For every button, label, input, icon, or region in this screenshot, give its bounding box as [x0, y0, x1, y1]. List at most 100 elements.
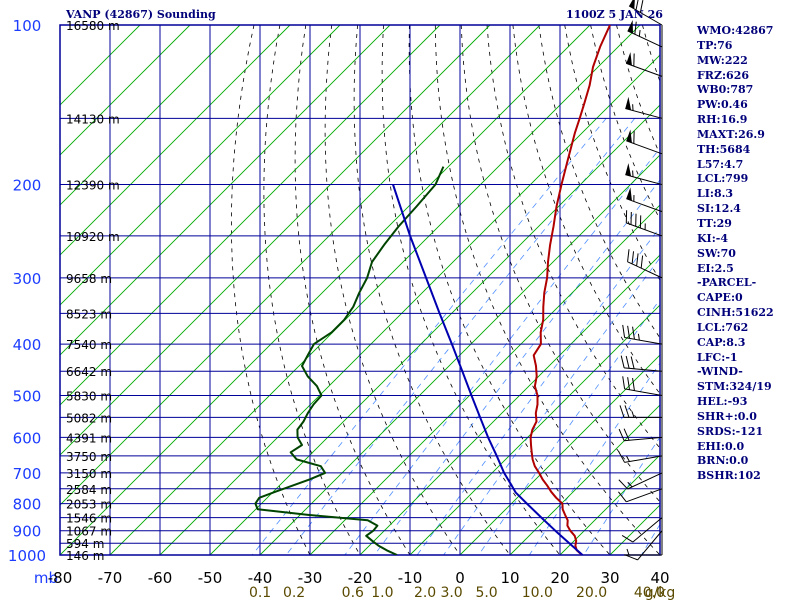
mixing-ratio-tick-label: 0.6 [342, 585, 364, 600]
background-lines [0, 25, 800, 555]
wind-barb [626, 52, 662, 76]
wind-barb-halfflag [638, 334, 639, 340]
wind-barb-flag [618, 492, 626, 502]
wind-barb-flag [619, 429, 624, 441]
mixing-ratio-tick-label: 20.0 [576, 585, 607, 600]
wind-barb-flag [633, 327, 635, 340]
wind-barb-flag [619, 480, 628, 489]
mixing-ratio-line [252, 118, 606, 555]
parcel-line [393, 185, 583, 556]
index-item: TP:76 [697, 39, 800, 54]
index-item: SHR+:0.0 [697, 410, 800, 425]
wind-barb-flag [633, 378, 635, 391]
height-label: 3150 m [66, 467, 112, 481]
temperature-tick-label: -80 [48, 569, 73, 587]
index-item: BSHR:102 [697, 469, 800, 484]
pressure-tick-label: 300 [13, 270, 42, 288]
height-label: 7540 m [66, 338, 112, 352]
index-item: TH:5684 [697, 143, 800, 158]
index-item: CINH:51622 [697, 306, 800, 321]
wind-barb-halfflag [632, 411, 634, 417]
height-label: 16580 m [66, 19, 120, 33]
wind-barb [621, 356, 662, 372]
mixing-ratio-line [417, 118, 743, 555]
index-item: TT:29 [697, 217, 800, 232]
dry-adiabat [264, 25, 360, 555]
height-label: 6642 m [66, 365, 112, 379]
index-item: EHI:0.0 [697, 440, 800, 455]
index-item: MW:222 [697, 54, 800, 69]
pressure-tick-label: 900 [13, 523, 42, 541]
pressure-tick-label: 500 [13, 387, 42, 405]
index-item: BRN:0.0 [697, 454, 800, 469]
index-item: RH:16.9 [697, 113, 800, 128]
dry-adiabat [354, 25, 510, 555]
pressure-tick-label: 200 [13, 177, 42, 195]
wind-barb [625, 97, 662, 118]
wind-barb-flag [619, 451, 625, 462]
wind-barb [625, 163, 662, 184]
wind-barb-pennant [626, 130, 632, 143]
height-label: 8523 m [66, 307, 112, 321]
mixing-ratio-tick-label: 5.0 [475, 585, 497, 600]
isotherm-line [0, 25, 390, 555]
height-label: 9658 m [66, 272, 112, 286]
wind-barb-pennant [625, 163, 631, 176]
pressure-tick-label: 800 [13, 496, 42, 514]
index-item: LCL:762 [697, 321, 800, 336]
wind-barb-halfflag [639, 30, 640, 36]
wind-barb-staff [633, 518, 662, 542]
wind-barb-flag [621, 356, 624, 368]
dry-adiabat [435, 25, 660, 555]
wind-barb-pennant [625, 97, 631, 110]
mixing-ratio-tick-label: 10.0 [522, 585, 553, 600]
index-item: WMO:42867 [697, 24, 800, 39]
wind-barb [619, 451, 662, 462]
wind-barb-halfflag [626, 456, 629, 462]
mixing-ratio-tick-label: 1.0 [371, 585, 393, 600]
height-label: 14130 m [66, 112, 120, 126]
sounding-title: VANP (42867) Sounding [66, 8, 216, 21]
wind-barb-staff [625, 109, 662, 119]
wind-barb-flag [631, 356, 634, 368]
wind-barb [628, 20, 662, 47]
data-series [255, 25, 610, 555]
pressure-tick-label: 600 [13, 429, 42, 447]
wind-barb-staff [626, 63, 662, 76]
index-item: CAPE:0 [697, 291, 800, 306]
wind-barb-staff [628, 31, 662, 47]
dry-adiabat [231, 25, 310, 555]
mixing-ratio-tick-label: 0.1 [249, 585, 271, 600]
temperature-tick-label: 10 [500, 569, 519, 587]
index-item: SRDS:-121 [697, 425, 800, 440]
pressure-tick-label: 700 [13, 465, 42, 483]
index-item: PW:0.46 [697, 98, 800, 113]
index-item: CAP:8.3 [697, 336, 800, 351]
wind-barbs [618, 0, 662, 560]
wind-barb [623, 376, 662, 395]
wind-barb-flag [626, 555, 638, 560]
pressure-tick-label: 400 [13, 336, 42, 354]
index-item: LCL:799 [697, 172, 800, 187]
wind-barb-flag [637, 253, 638, 266]
wind-barb-flag [620, 405, 624, 417]
height-label: 5082 m [66, 411, 112, 425]
index-item: -WIND- [697, 365, 800, 380]
wind-barb [620, 405, 662, 417]
temperature-tick-label: 20 [550, 569, 569, 587]
wind-barb-flag [626, 356, 629, 368]
temperature-line [531, 25, 610, 555]
height-label: 2053 m [66, 498, 112, 512]
height-label: 3750 m [66, 450, 112, 464]
dry-adiabat [461, 25, 710, 555]
temperature-tick-label: -70 [98, 569, 123, 587]
wind-barb-flag [625, 405, 629, 417]
temperature-tick-label: -50 [198, 569, 223, 587]
mixing-ratio-unit: g/kg [645, 585, 676, 600]
index-item: LFC:-1 [697, 351, 800, 366]
height-label: 1546 m [66, 512, 112, 526]
wind-barb-flag [635, 22, 636, 35]
